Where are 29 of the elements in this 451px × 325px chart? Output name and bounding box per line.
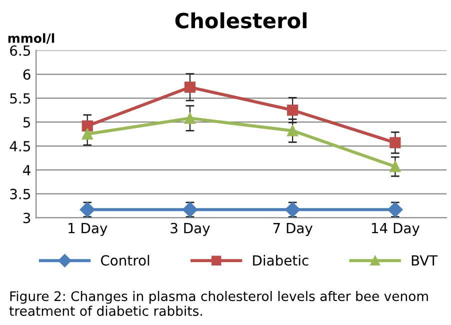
point bbox=[287, 104, 298, 116]
x-tick-label: 14 Day bbox=[372, 223, 420, 236]
y-tick-label: 3 bbox=[23, 212, 30, 224]
point bbox=[390, 161, 401, 172]
y-tick-label: 6 bbox=[23, 69, 30, 80]
point bbox=[184, 112, 196, 124]
y-axis-title: mmol/l bbox=[8, 33, 54, 44]
x-tick-label: 3 Day bbox=[170, 222, 210, 236]
caption: Figure 2: Changes in plasma cholesterol levels after bee venom treatment of diabetic rabbits. bbox=[9, 290, 428, 316]
point bbox=[184, 82, 196, 93]
chart-title: Cholesterol bbox=[175, 12, 306, 28]
legend-label: Control bbox=[100, 254, 150, 266]
x-tick-label: 7 Day bbox=[273, 223, 313, 236]
point bbox=[82, 128, 93, 140]
y-tick-label: 3.5 bbox=[10, 188, 30, 200]
point bbox=[287, 125, 298, 136]
point bbox=[182, 202, 198, 218]
point bbox=[80, 202, 95, 218]
point bbox=[82, 120, 93, 132]
legend-label: BVT bbox=[412, 255, 438, 266]
legend-label: Diabetic bbox=[253, 254, 308, 266]
point bbox=[285, 202, 300, 218]
y-tick-label: 6.5 bbox=[10, 45, 30, 56]
point bbox=[390, 137, 401, 148]
y-tick-label: 4.5 bbox=[10, 141, 30, 152]
y-tick-label: 5 bbox=[23, 117, 30, 128]
y-tick-label: 4 bbox=[23, 165, 30, 176]
x-tick-label: 1 Day bbox=[68, 223, 108, 236]
y-tick-label: 5.5 bbox=[10, 93, 30, 104]
